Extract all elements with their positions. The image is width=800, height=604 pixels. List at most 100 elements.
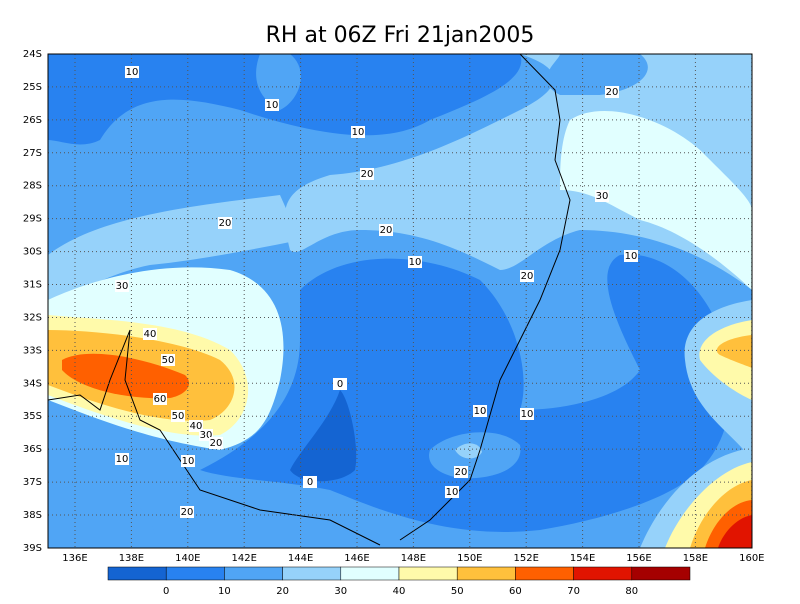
- contour-label: 50: [162, 355, 175, 366]
- contour-label: 50: [172, 411, 185, 422]
- region-light: [48, 195, 300, 300]
- contour-label-bg: [171, 410, 185, 422]
- x-tick-label: 138E: [119, 553, 144, 564]
- y-tick-label: 25S: [23, 82, 42, 93]
- colorbar-label: 20: [276, 586, 289, 597]
- colorbar-label: 0: [163, 586, 169, 597]
- x-tick-label: 150E: [457, 553, 482, 564]
- contour-label: 40: [144, 329, 157, 340]
- y-tick-label: 37S: [23, 477, 42, 488]
- contour-label: 30: [116, 281, 129, 292]
- contour-label-bg: [408, 256, 422, 268]
- contour-label-bg: [265, 99, 279, 111]
- y-tick-label: 27S: [23, 148, 42, 159]
- colorbar-box: [165, 566, 225, 581]
- contour-label: 10: [409, 257, 422, 268]
- y-tick-label: 33S: [23, 345, 42, 356]
- colorbar-label: 10: [218, 586, 231, 597]
- contour-label-bg: [520, 408, 534, 420]
- contour-label: 10: [182, 456, 195, 467]
- contour-label-bg: [181, 455, 195, 467]
- y-tick-label: 28S: [23, 181, 42, 192]
- region: [546, 54, 648, 95]
- contour-label-bg: [333, 378, 347, 390]
- contour-label-bg: [379, 224, 393, 236]
- y-tick-label: 31S: [23, 280, 42, 291]
- y-tick-label: 26S: [23, 115, 42, 126]
- region: [48, 469, 160, 548]
- contour-label: 0: [337, 379, 343, 390]
- x-tick-label: 152E: [513, 553, 538, 564]
- contour-label: 10: [521, 409, 534, 420]
- contour-label-bg: [180, 506, 194, 518]
- contour-label: 20: [361, 169, 374, 180]
- contour-label: 10: [126, 67, 139, 78]
- contour-label: 20: [219, 218, 232, 229]
- ticks: 136E 138E 140E 142E 144E 146E 148E 150E 152E 154E…: [23, 49, 765, 564]
- contour-label-bg: [595, 190, 609, 202]
- contour-labels: 1010102020302020101020304050605040302010…: [115, 66, 638, 518]
- contour-label-bg: [161, 354, 175, 366]
- contour-label: 20: [455, 467, 468, 478]
- x-tick-label: 160E: [739, 553, 764, 564]
- contour-label: 20: [380, 225, 393, 236]
- field: [48, 54, 752, 548]
- x-tick-label: 140E: [175, 553, 200, 564]
- colorbar-box: [573, 566, 633, 581]
- colorbar-label: 50: [451, 586, 464, 597]
- colorbar-box: [107, 566, 167, 581]
- contour-label: 10: [474, 406, 487, 417]
- region: [256, 54, 301, 110]
- colorbar-box: [282, 566, 342, 581]
- colorbar-box: [456, 566, 516, 581]
- contour-label-bg: [445, 486, 459, 498]
- coastline: [48, 329, 381, 546]
- colorbar-label: 70: [567, 586, 580, 597]
- contour-label-bg: [360, 168, 374, 180]
- contour-label: 10: [266, 100, 279, 111]
- contour-label: 30: [596, 191, 609, 202]
- contour-label-bg: [115, 280, 129, 292]
- contour-label-bg: [153, 393, 167, 405]
- x-tick-label: 142E: [231, 553, 256, 564]
- region-darkred: [718, 515, 752, 548]
- contour-label-bg: [209, 437, 223, 449]
- colorbar-label: 30: [334, 586, 347, 597]
- contour-label: 20: [606, 87, 619, 98]
- region-darkest: [290, 390, 357, 482]
- x-tick-label: 136E: [62, 553, 87, 564]
- contour-label: 10: [116, 454, 129, 465]
- region-pale: [560, 111, 752, 290]
- y-tick-label: 24S: [23, 49, 42, 60]
- y-tick-label: 38S: [23, 510, 42, 521]
- y-tick-label: 36S: [23, 444, 42, 455]
- contour-label: 30: [200, 430, 213, 441]
- contour-label-bg: [624, 250, 638, 262]
- contour-label-bg: [605, 86, 619, 98]
- colorbar-box: [340, 566, 400, 581]
- contour-label-bg: [303, 476, 317, 488]
- x-tick-label: 156E: [626, 553, 651, 564]
- contour-label-bg: [351, 126, 365, 138]
- region-orange: [716, 335, 752, 368]
- x-tick-label: 148E: [401, 553, 426, 564]
- contour-label-bg: [218, 217, 232, 229]
- contour-label-bg: [454, 466, 468, 478]
- contour-label-bg: [115, 453, 129, 465]
- y-tick-label: 32S: [23, 312, 42, 323]
- x-tick-label: 144E: [288, 553, 313, 564]
- y-tick-label: 39S: [23, 543, 42, 554]
- y-tick-label: 30S: [23, 247, 42, 258]
- colorbar-box: [631, 566, 691, 581]
- colorbar: 0 10 20 30 40 50 60 70 80: [107, 566, 691, 597]
- colorbar-box: [224, 566, 283, 581]
- contour-label-bg: [143, 328, 157, 340]
- x-tick-label: 154E: [570, 553, 595, 564]
- y-tick-label: 35S: [23, 411, 42, 422]
- contour-label: 0: [307, 477, 313, 488]
- colorbar-label: 40: [393, 586, 406, 597]
- region-light: [455, 443, 482, 459]
- frame: [47, 53, 753, 549]
- contour-label: 20: [210, 438, 223, 449]
- contour-label: 10: [446, 487, 459, 498]
